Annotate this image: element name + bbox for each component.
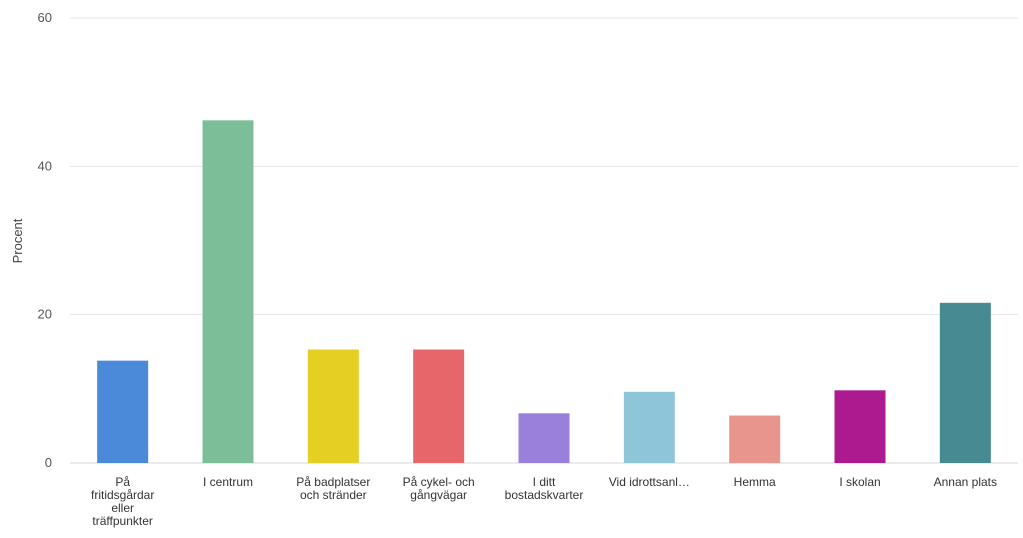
y-tick-label: 20 xyxy=(38,307,52,322)
bar[interactable] xyxy=(97,360,149,463)
x-category-label: I skolan xyxy=(839,475,880,489)
y-axis-title: Procent xyxy=(10,218,25,263)
y-tick-label: 0 xyxy=(45,455,52,470)
x-category-label: Hemma xyxy=(734,475,776,489)
x-category-label: I ditt bostadskvarter xyxy=(505,475,584,502)
bar[interactable] xyxy=(729,415,781,463)
x-category-label: På cykel- och gångvägar xyxy=(403,475,475,502)
bar[interactable] xyxy=(939,302,991,463)
bars xyxy=(97,120,991,463)
y-axis-tick-labels: 0 20 40 60 xyxy=(38,10,52,470)
bar[interactable] xyxy=(307,349,359,463)
x-category-label: I centrum xyxy=(203,475,253,489)
x-category-label: Vid idrottsanl… xyxy=(609,475,690,489)
bar[interactable] xyxy=(623,391,675,463)
x-category-label: Annan plats xyxy=(934,475,997,489)
bar[interactable] xyxy=(518,413,570,463)
x-axis-category-labels: På fritidsgårdar eller träffpunkter I centru… xyxy=(91,475,997,528)
bar[interactable] xyxy=(413,349,465,463)
y-tick-label: 40 xyxy=(38,158,52,173)
bar[interactable] xyxy=(834,390,886,463)
y-tick-label: 60 xyxy=(38,10,52,25)
bar[interactable] xyxy=(202,120,254,463)
x-category-label: På fritidsgårdar eller träffpunkter xyxy=(91,475,154,528)
x-category-label: På badplatser och stränder xyxy=(296,475,370,502)
